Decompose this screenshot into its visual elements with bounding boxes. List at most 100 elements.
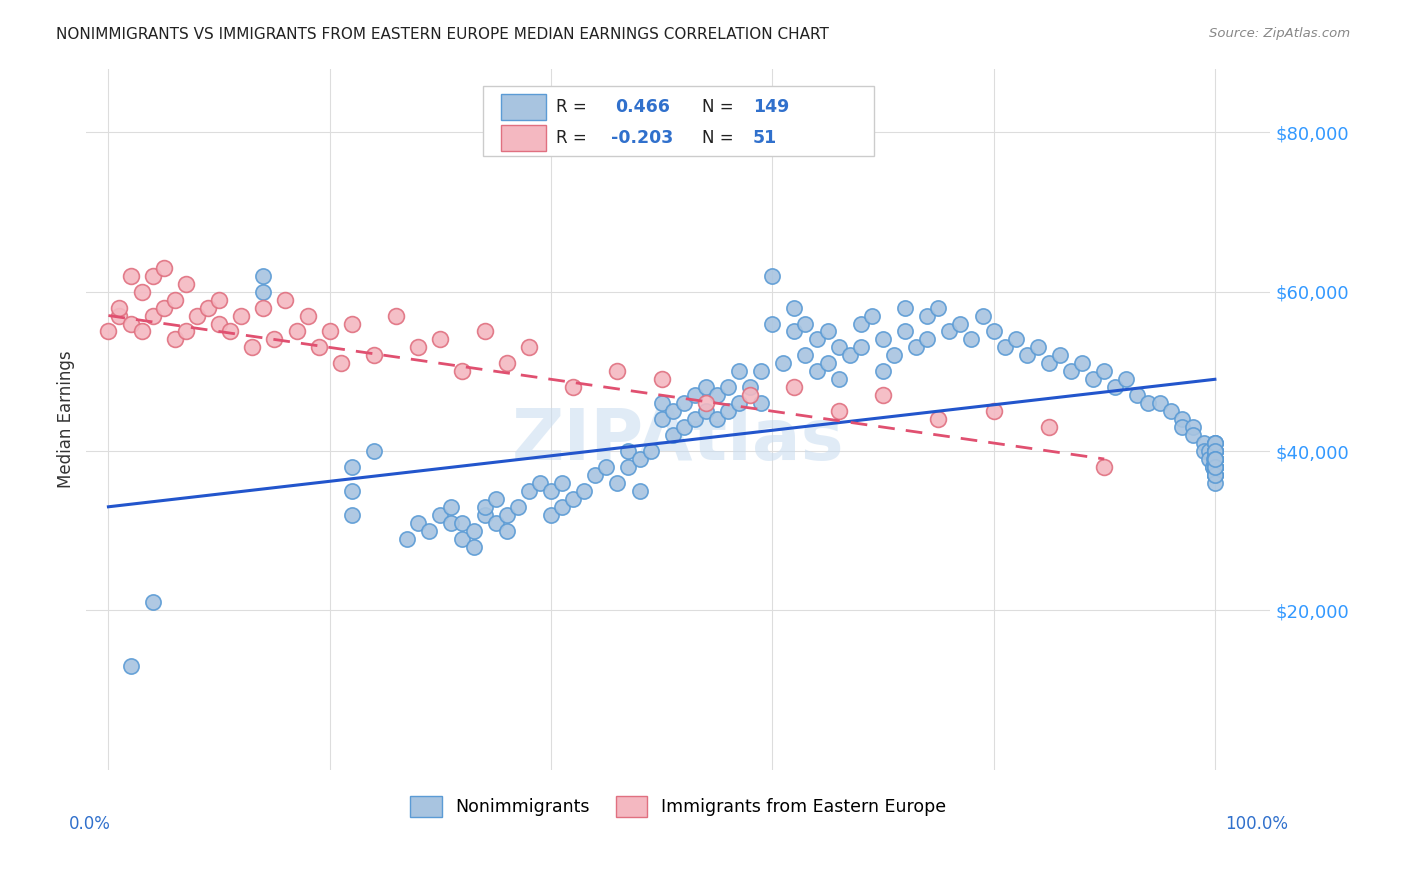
Point: [285, 325, 308, 339]
Point: [651, 412, 673, 426]
Point: [1201, 459, 1223, 474]
Point: [485, 491, 508, 506]
Point: [617, 444, 640, 458]
Point: [297, 309, 319, 323]
Text: N =: N =: [702, 98, 734, 116]
Point: [783, 380, 806, 394]
Point: [495, 524, 517, 538]
Point: [120, 317, 142, 331]
Point: [1204, 444, 1226, 458]
Point: [1181, 420, 1204, 434]
Point: [1192, 436, 1215, 450]
Point: [1204, 452, 1226, 467]
Point: [252, 301, 274, 315]
Point: [1092, 459, 1115, 474]
Point: [1204, 467, 1226, 482]
Point: [440, 500, 463, 514]
Point: [108, 309, 131, 323]
Point: [1204, 459, 1226, 474]
Point: [817, 356, 839, 370]
Point: [717, 404, 740, 418]
Point: [152, 301, 174, 315]
Point: [894, 325, 917, 339]
Point: [540, 483, 562, 498]
Point: [1204, 467, 1226, 482]
Point: [1204, 452, 1226, 467]
Point: [219, 325, 242, 339]
Point: [794, 317, 817, 331]
Point: [783, 301, 806, 315]
Point: [329, 356, 352, 370]
Point: [406, 516, 429, 530]
Point: [495, 356, 517, 370]
Point: [1204, 475, 1226, 490]
Point: [1170, 420, 1192, 434]
Point: [806, 333, 828, 347]
Point: [363, 348, 385, 362]
Point: [783, 325, 806, 339]
Point: [263, 333, 285, 347]
Point: [1160, 404, 1182, 418]
Point: [540, 508, 562, 522]
Point: [1204, 467, 1226, 482]
Text: Source: ZipAtlas.com: Source: ZipAtlas.com: [1209, 27, 1350, 40]
Point: [672, 396, 695, 410]
Point: [983, 325, 1005, 339]
Text: 0.0%: 0.0%: [69, 815, 111, 833]
Point: [772, 356, 794, 370]
Point: [695, 396, 717, 410]
Point: [474, 325, 496, 339]
Point: [451, 532, 474, 546]
Point: [97, 325, 120, 339]
Point: [817, 325, 839, 339]
Point: [463, 540, 485, 554]
Text: 149: 149: [752, 98, 789, 116]
Point: [1204, 459, 1226, 474]
Legend: Nonimmigrants, Immigrants from Eastern Europe: Nonimmigrants, Immigrants from Eastern E…: [404, 789, 953, 824]
Point: [152, 260, 174, 275]
Point: [1198, 444, 1220, 458]
Point: [1204, 444, 1226, 458]
Point: [451, 364, 474, 378]
Point: [749, 364, 772, 378]
Point: [418, 524, 440, 538]
Point: [927, 301, 949, 315]
Point: [1204, 452, 1226, 467]
Point: [1083, 372, 1105, 386]
Point: [640, 444, 662, 458]
Point: [506, 500, 529, 514]
Text: N =: N =: [702, 129, 734, 147]
Point: [429, 508, 451, 522]
Point: [806, 364, 828, 378]
Point: [740, 380, 762, 394]
Point: [761, 317, 783, 331]
Point: [208, 293, 231, 307]
Point: [706, 388, 728, 402]
Point: [1192, 444, 1215, 458]
Point: [385, 309, 408, 323]
Point: [628, 483, 651, 498]
Point: [740, 388, 762, 402]
Point: [915, 333, 938, 347]
Point: [240, 340, 263, 354]
Point: [1204, 444, 1226, 458]
Point: [363, 444, 385, 458]
Point: [108, 301, 131, 315]
Point: [1038, 420, 1060, 434]
Point: [474, 508, 496, 522]
Point: [1204, 467, 1226, 482]
Point: [927, 412, 949, 426]
Point: [628, 452, 651, 467]
Point: [1204, 459, 1226, 474]
Point: [562, 380, 585, 394]
Point: [894, 301, 917, 315]
Point: [1104, 380, 1126, 394]
Point: [1204, 452, 1226, 467]
Point: [1204, 459, 1226, 474]
Point: [938, 325, 960, 339]
Point: [186, 309, 208, 323]
Point: [440, 516, 463, 530]
Point: [174, 277, 197, 291]
Point: [1204, 452, 1226, 467]
Text: -0.203: -0.203: [610, 129, 673, 147]
